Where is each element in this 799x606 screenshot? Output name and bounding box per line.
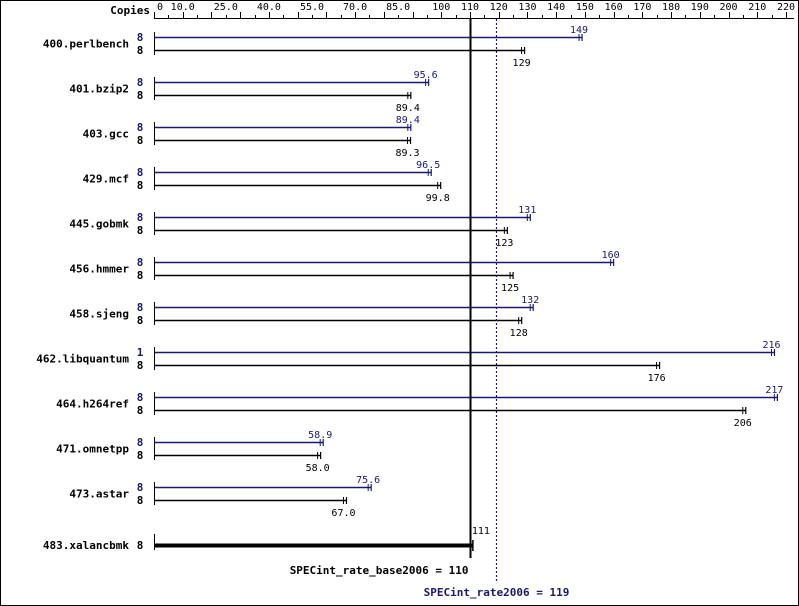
base-copies: 8: [137, 134, 144, 147]
benchmark-row: 456.hmmer 8 160 8 125: [69, 250, 619, 294]
base-value-label: 176: [648, 373, 666, 384]
base-value-label: 58.0: [306, 463, 330, 474]
x-tick-label: 40.0: [257, 2, 281, 13]
x-tick-label: 140: [547, 2, 565, 13]
benchmark-label: 473.astar: [69, 488, 129, 501]
x-tick-label: 160: [605, 2, 623, 13]
base-copies: 8: [137, 404, 144, 417]
x-tick-label: 100: [432, 2, 450, 13]
benchmark-row: 473.astar 8 75.6 8 67.0: [69, 475, 380, 519]
peak-copies: 8: [137, 481, 144, 494]
peak-copies: 8: [137, 301, 144, 314]
peak-value-label: 216: [762, 340, 780, 351]
copies-header: Copies: [110, 4, 150, 17]
base-value-label: 99.8: [426, 193, 450, 204]
benchmark-row: 483.xalancbmk 8 111: [43, 526, 490, 552]
peak-value-label: 95.6: [414, 70, 438, 81]
benchmark-row: 401.bzip2 8 95.6 8 89.4: [69, 70, 437, 114]
x-tick-label: 150: [576, 2, 594, 13]
base-copies: 8: [137, 179, 144, 192]
benchmark-row: 429.mcf 8 96.5 8 99.8: [83, 160, 450, 204]
base-copies: 8: [137, 314, 144, 327]
peak-copies: 8: [137, 76, 144, 89]
x-tick-label: 55.0: [300, 2, 324, 13]
x-tick-label: 110: [461, 2, 479, 13]
peak-copies: 1: [137, 346, 144, 359]
x-tick-label: 70.0: [343, 2, 367, 13]
x-tick-label: 200: [720, 2, 738, 13]
peak-value-label: 131: [518, 205, 536, 216]
x-tick-label: 25.0: [214, 2, 238, 13]
base-value-label: 123: [495, 238, 513, 249]
benchmark-label: 400.perlbench: [43, 38, 129, 51]
base-value-label: 89.4: [396, 103, 420, 114]
x-tick-label: 120: [490, 2, 508, 13]
peak-copies: 8: [137, 256, 144, 269]
peak-copies: 8: [137, 31, 144, 44]
base-copies: 8: [137, 449, 144, 462]
benchmark-row: 462.libquantum 1 216 8 176: [36, 340, 780, 384]
benchmark-label: 445.gobmk: [69, 218, 129, 231]
benchmark-row: 464.h264ref 8 217 8 206: [56, 385, 783, 429]
benchmark-row: 471.omnetpp 8 58.9 8 58.0: [56, 430, 332, 474]
x-tick-label: 210: [748, 2, 766, 13]
base-value-label: 125: [501, 283, 519, 294]
base-value-label: 128: [510, 328, 528, 339]
benchmark-row: 403.gcc 8 89.4 8 89.3: [83, 115, 420, 159]
x-tick-label: 190: [691, 2, 709, 13]
peak-value-label: 96.5: [416, 160, 440, 171]
x-tick-label: 180: [662, 2, 680, 13]
peak-value-label: 217: [765, 385, 783, 396]
base-value-label: 206: [734, 418, 752, 429]
base-copies: 8: [137, 359, 144, 372]
base-copies: 8: [137, 539, 144, 552]
benchmark-label: 483.xalancbmk: [43, 539, 129, 552]
benchmark-label: 429.mcf: [83, 173, 129, 186]
benchmark-label: 458.sjeng: [69, 308, 129, 321]
x-tick-label: 170: [633, 2, 651, 13]
peak-value-label: 149: [570, 25, 588, 36]
benchmark-label: 401.bzip2: [69, 83, 129, 96]
base-value-label: 111: [472, 526, 490, 537]
x-tick-label: 0: [157, 2, 163, 13]
peak-copies: 8: [137, 436, 144, 449]
x-tick-label: 220: [777, 2, 795, 13]
x-tick-label: 85.0: [386, 2, 410, 13]
x-tick-label: 10.0: [171, 2, 195, 13]
base-copies: 8: [137, 89, 144, 102]
benchmark-label: 462.libquantum: [36, 353, 129, 366]
peak-value-label: 160: [602, 250, 620, 261]
benchmark-label: 403.gcc: [83, 128, 129, 141]
peak-copies: 8: [137, 391, 144, 404]
base-value-label: 129: [513, 58, 531, 69]
benchmark-label: 471.omnetpp: [56, 443, 129, 456]
benchmark-row: 400.perlbench 8 149 8 129: [43, 25, 588, 69]
x-tick-label: 130: [518, 2, 536, 13]
x-axis: 0 10.0 25.0 40.0 55.0 70.0 85.0 100 110 120 130 140…: [154, 2, 795, 19]
base-value-label: 89.3: [395, 148, 419, 159]
peak-copies: 8: [137, 211, 144, 224]
peak-reference-label: SPECint_rate2006 = 119: [424, 586, 570, 599]
peak-value-label: 75.6: [356, 475, 380, 486]
base-copies: 8: [137, 44, 144, 57]
base-copies: 8: [137, 494, 144, 507]
peak-copies: 8: [137, 121, 144, 134]
benchmark-row: 458.sjeng 8 132 8 128: [69, 295, 539, 339]
peak-copies: 8: [137, 166, 144, 179]
base-copies: 8: [137, 224, 144, 237]
peak-value-label: 58.9: [308, 430, 332, 441]
benchmark-label: 464.h264ref: [56, 398, 129, 411]
base-reference-label: SPECint_rate_base2006 = 110: [290, 564, 469, 577]
peak-value-label: 89.4: [396, 115, 420, 126]
reference-lines: SPECint_rate_base2006 = 110 SPECint_rate2…: [290, 19, 570, 599]
peak-value-label: 132: [521, 295, 539, 306]
bars: 400.perlbench 8 149 8 129 401.bzip2 8 95.6 8 89.4…: [36, 25, 783, 552]
benchmark-label: 456.hmmer: [69, 263, 129, 276]
base-value-label: 67.0: [331, 508, 355, 519]
benchmark-row: 445.gobmk 8 131 8 123: [69, 205, 536, 249]
base-copies: 8: [137, 269, 144, 282]
